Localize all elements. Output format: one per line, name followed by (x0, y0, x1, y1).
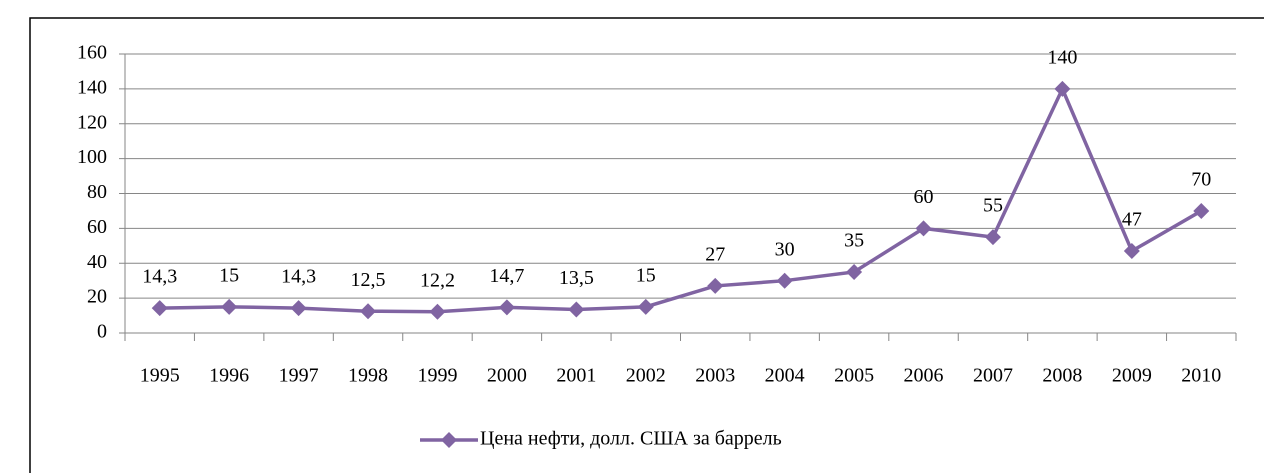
y-tick-label: 20 (87, 286, 107, 308)
series-line (159, 84, 1203, 314)
marker (290, 300, 307, 317)
x-tick-label: 2008 (1042, 365, 1082, 387)
x-tick-label: 2003 (695, 365, 735, 387)
x-tick-label: 2005 (834, 365, 874, 387)
x-tick-label: 2007 (973, 365, 1013, 387)
x-tick-label: 2000 (487, 365, 527, 387)
marker (221, 298, 238, 315)
legend-label: Цена нефти, долл. США за баррель (480, 428, 782, 450)
marker (637, 298, 654, 315)
marker (1123, 243, 1140, 260)
data-label: 140 (1047, 46, 1077, 68)
marker (915, 220, 932, 237)
y-tick-label: 0 (97, 321, 107, 343)
data-label: 15 (636, 264, 656, 286)
marker (984, 229, 1001, 246)
data-label: 60 (914, 186, 934, 208)
data-label: 70 (1191, 169, 1211, 191)
y-tick-label: 140 (77, 76, 107, 98)
marker (498, 299, 515, 316)
marker (360, 303, 377, 320)
data-label: 14,3 (281, 266, 316, 288)
marker (429, 303, 446, 320)
y-tick-label: 160 (77, 42, 107, 64)
data-label: 30 (775, 238, 795, 260)
legend-marker (441, 432, 457, 448)
data-label: 12,2 (420, 269, 455, 291)
x-tick-label: 2002 (626, 365, 666, 387)
marker (846, 263, 863, 280)
x-tick-label: 2004 (765, 365, 805, 387)
y-tick-label: 40 (87, 251, 107, 273)
y-tick-label: 80 (87, 181, 107, 203)
chart-frame (29, 17, 1264, 473)
x-tick-label: 1997 (279, 365, 319, 387)
x-tick-label: 1996 (209, 365, 249, 387)
x-tick-label: 1998 (348, 365, 388, 387)
y-tick-label: 60 (87, 216, 107, 238)
data-label: 55 (983, 195, 1003, 217)
data-label: 14,7 (489, 265, 524, 287)
x-tick-label: 1995 (140, 365, 180, 387)
marker (1054, 80, 1071, 97)
y-tick-label: 100 (77, 146, 107, 168)
data-label: 47 (1122, 209, 1142, 231)
data-label: 15 (219, 264, 239, 286)
x-tick-label: 2006 (904, 365, 944, 387)
marker (707, 277, 724, 294)
data-label: 13,5 (559, 267, 594, 289)
marker (1193, 202, 1210, 219)
x-tick-label: 2001 (556, 365, 596, 387)
data-label: 27 (705, 244, 725, 266)
data-label: 14,3 (142, 266, 177, 288)
data-label: 12,5 (351, 269, 386, 291)
x-tick-label: 2010 (1181, 365, 1221, 387)
x-tick-label: 2009 (1112, 365, 1152, 387)
data-label: 35 (844, 230, 864, 252)
y-tick-label: 120 (77, 111, 107, 133)
x-tick-label: 1999 (417, 365, 457, 387)
marker (776, 272, 793, 289)
marker (568, 301, 585, 318)
marker (151, 300, 168, 317)
